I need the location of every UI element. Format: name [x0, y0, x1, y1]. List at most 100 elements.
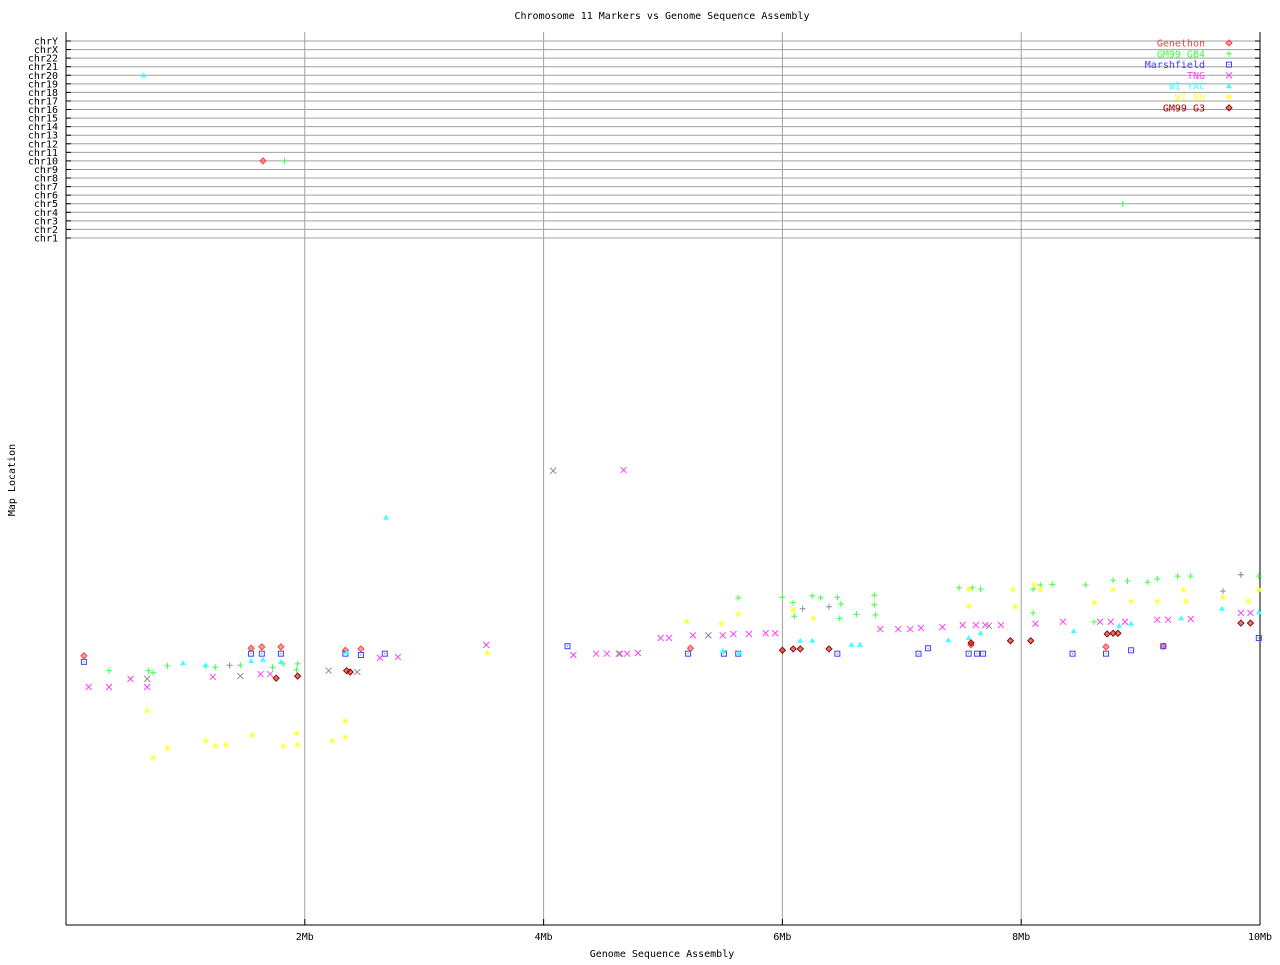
diamond-marker	[1114, 629, 1122, 637]
square-marker	[564, 643, 571, 650]
triangle-marker	[1116, 622, 1123, 628]
cross-marker	[143, 683, 151, 691]
legend-marker	[1226, 83, 1232, 89]
plus-marker	[105, 667, 112, 674]
data-point	[248, 658, 255, 664]
y-tick-label: chr11	[28, 148, 58, 159]
data-point	[143, 675, 151, 683]
plus-marker	[871, 601, 878, 608]
data-point	[209, 673, 217, 681]
cross-marker	[1121, 618, 1129, 626]
triangle-marker	[1178, 615, 1185, 621]
y-tick-label: chr15	[28, 114, 58, 125]
square-marker-dot	[280, 653, 282, 655]
data-point	[1144, 579, 1151, 586]
data-point	[1116, 622, 1123, 628]
diamond-marker	[80, 652, 88, 660]
data-point	[1121, 618, 1129, 626]
data-point	[997, 621, 1005, 629]
square-marker-dot	[982, 653, 984, 655]
triangle-marker	[719, 647, 726, 653]
data-point	[915, 650, 922, 657]
plus-marker	[834, 594, 841, 601]
data-point	[1009, 586, 1016, 593]
square-marker	[979, 650, 986, 657]
data-point	[376, 654, 384, 662]
triangle-marker	[797, 637, 804, 643]
plus-marker	[799, 605, 806, 612]
star-marker	[280, 743, 287, 750]
data-point	[735, 594, 742, 601]
triangle-marker	[1218, 605, 1225, 611]
data-point	[809, 592, 816, 599]
data-point	[80, 652, 88, 660]
data-point	[1237, 571, 1244, 578]
data-point	[1174, 573, 1181, 580]
cross-marker	[482, 641, 490, 649]
diamond-marker	[1006, 637, 1015, 645]
data-point	[1255, 635, 1262, 642]
data-point	[329, 737, 336, 744]
data-point	[972, 621, 980, 629]
data-point	[730, 630, 737, 638]
cross-marker	[1164, 616, 1172, 624]
square-marker-dot	[927, 647, 929, 649]
diamond-marker	[259, 157, 267, 165]
cross-marker	[1107, 618, 1115, 626]
data-point	[603, 650, 611, 658]
legend-label: WI RH	[1175, 93, 1205, 104]
data-point	[657, 634, 664, 642]
square-marker-dot	[918, 653, 920, 655]
cross-marker	[939, 623, 946, 631]
triangle-marker	[180, 660, 187, 666]
star-marker	[735, 611, 742, 618]
square-marker-dot	[687, 653, 689, 655]
data-point	[342, 734, 349, 741]
square-marker	[834, 650, 841, 657]
data-point	[1182, 598, 1189, 605]
data-point	[1128, 598, 1135, 605]
triangle-marker	[260, 656, 267, 662]
data-point	[202, 662, 209, 668]
square-marker-dot	[250, 653, 252, 655]
data-point	[977, 630, 984, 636]
y-tick-label: chr19	[28, 79, 58, 90]
star-marker	[1128, 598, 1135, 605]
diamond-marker	[277, 643, 285, 651]
data-point	[1006, 637, 1015, 645]
data-point	[906, 625, 914, 633]
cross-marker	[209, 673, 217, 681]
data-point	[1219, 594, 1226, 601]
diamond-marker	[293, 672, 302, 680]
star-marker	[212, 743, 219, 750]
y-axis-label: Map Location	[7, 444, 18, 516]
data-point	[1107, 618, 1115, 626]
data-point	[1102, 643, 1110, 651]
diamond-marker	[1237, 619, 1245, 627]
data-point	[1059, 618, 1067, 626]
data-point	[810, 615, 817, 622]
data-point	[164, 662, 171, 669]
data-point	[277, 643, 285, 651]
data-point	[1187, 615, 1195, 623]
data-point	[620, 466, 627, 474]
triangle-marker	[809, 637, 816, 643]
plus-marker	[817, 594, 824, 601]
data-point	[1049, 581, 1056, 588]
triangle-marker	[945, 637, 952, 643]
data-point	[222, 741, 229, 748]
y-tick-label: chr12	[28, 139, 58, 150]
plus-marker	[871, 592, 878, 599]
data-point	[1069, 650, 1076, 657]
data-point	[1246, 619, 1255, 627]
data-point	[796, 645, 805, 653]
diamond-marker	[1027, 637, 1035, 645]
data-point	[871, 592, 878, 599]
diamond-marker	[1109, 629, 1117, 637]
cross-marker	[143, 675, 151, 683]
data-point	[1037, 586, 1044, 593]
square-marker	[685, 650, 692, 657]
cross-marker	[972, 621, 980, 629]
data-point	[144, 707, 151, 714]
